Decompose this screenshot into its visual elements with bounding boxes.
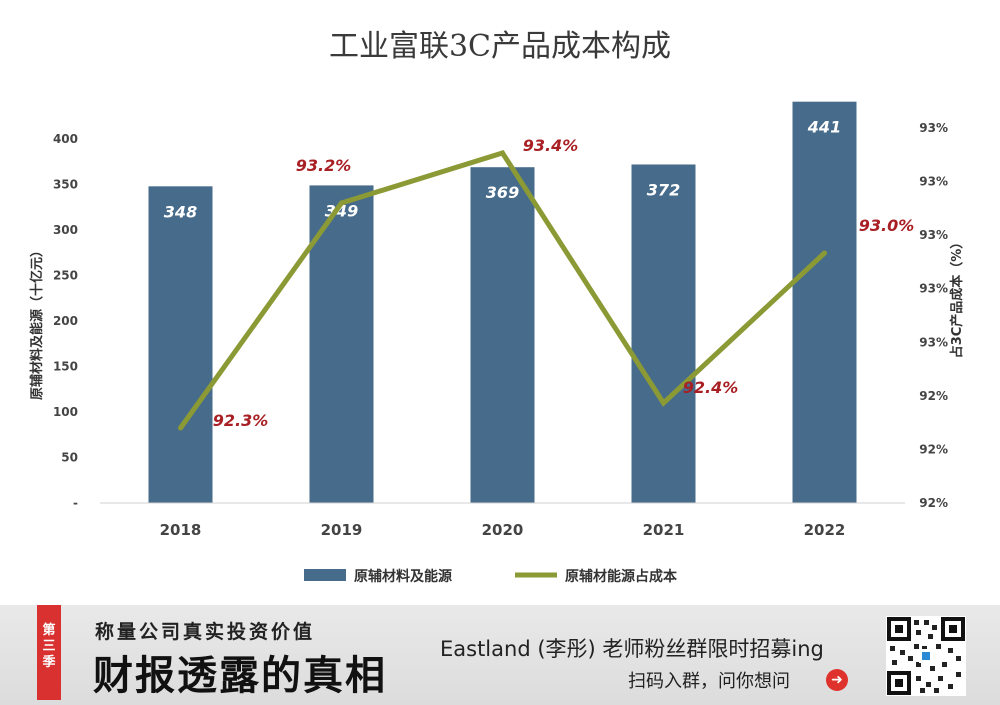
slogan-small: 称量公司真实投资价值 (95, 621, 316, 643)
bar (148, 186, 213, 503)
promo-banner: 第 三 季 称量公司真实投资价值 财报透露的真相 Eastland (李彤) 老… (0, 605, 1000, 705)
legend-bar-swatch (304, 569, 346, 581)
line-point (339, 200, 344, 206)
line-value-label: 92.3% (213, 411, 269, 430)
right-axis-tick: 93% (919, 121, 948, 135)
left-axis-tick: 350 (53, 178, 78, 192)
line-point (661, 400, 666, 406)
x-axis-tick: 2021 (643, 521, 685, 539)
legend: 原辅材料及能源 原辅材能源占成本 (304, 568, 678, 585)
season-tag-char: 季 (42, 655, 56, 670)
left-axis-tick: 200 (53, 314, 78, 328)
left-axis-tick: 150 (53, 360, 78, 374)
left-axis-tick: 400 (53, 132, 78, 146)
arrow-right-circle-icon[interactable]: ➜ (826, 669, 848, 691)
left-axis-tick: 100 (53, 405, 78, 419)
left-axis-tick: 50 (61, 451, 78, 465)
right-axis-tick: 93% (919, 282, 948, 296)
line-value-label: 93.2% (296, 156, 352, 175)
scan-text: 扫码入群，问你想问 (628, 671, 790, 692)
chart-area: 工业富联3C产品成本构成 - 50 100 150 200 250 300 350 400 92… (29, 29, 965, 585)
qr-code-icon[interactable] (886, 616, 966, 696)
x-axis-tick: 2020 (482, 521, 524, 539)
season-tag-char: 三 (42, 639, 56, 654)
bar (792, 101, 857, 503)
legend-line-label: 原辅材能源占成本 (565, 568, 678, 585)
right-axis-tick: 93% (919, 175, 948, 189)
bar (309, 185, 374, 503)
recruit-text: Eastland (李彤) 老师粉丝群限时招募ing (440, 637, 824, 661)
bar-value-label: 369 (486, 183, 519, 202)
left-axis-tick: 250 (53, 269, 78, 283)
x-axis-tick: 2019 (321, 521, 363, 539)
bar-value-label: 441 (807, 118, 841, 137)
right-axis-tick: 92% (919, 496, 948, 510)
bar (631, 164, 696, 504)
line-point (500, 150, 505, 156)
line-value-label: 92.4% (683, 378, 739, 397)
right-axis-title: 占3C产品成本（%） (949, 236, 965, 359)
line-value-label: 93.0% (859, 216, 915, 235)
left-axis-title: 原辅材料及能源（十亿元） (29, 244, 45, 400)
legend-bar-label: 原辅材料及能源 (354, 568, 452, 585)
right-axis-tick: 92% (919, 442, 948, 456)
chart-title: 工业富联3C产品成本构成 (329, 29, 671, 64)
left-axis-tick: - (73, 496, 78, 510)
line-point (822, 250, 827, 256)
left-axis-tick: 300 (53, 223, 78, 237)
chart-svg: 工业富联3C产品成本构成 - 50 100 150 200 250 300 350 400 92… (29, 29, 965, 585)
right-axis-tick: 93% (919, 228, 948, 242)
line-value-label: 93.4% (523, 136, 579, 155)
bar (470, 167, 535, 503)
season-tag-char: 第 (42, 623, 56, 638)
x-axis-tick: 2018 (160, 521, 202, 539)
x-axis-tick: 2022 (804, 521, 846, 539)
slogan-big: 财报透露的真相 (93, 652, 387, 699)
bar-value-label: 372 (647, 180, 680, 199)
right-axis-tick: 93% (919, 335, 948, 349)
season-tag: 第 三 季 (37, 605, 61, 700)
bar-value-label: 348 (164, 202, 197, 221)
line-point (178, 425, 183, 431)
right-axis-tick: 92% (919, 389, 948, 403)
